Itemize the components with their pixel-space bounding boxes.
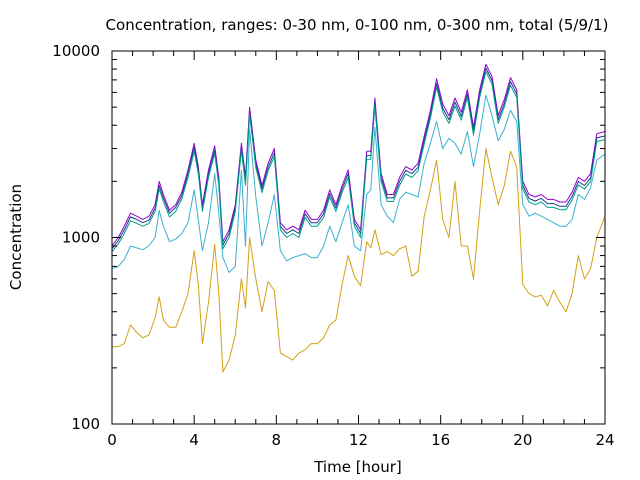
series-line-4 <box>111 94 606 273</box>
chart-title: Concentration, ranges: 0-30 nm, 0-100 nm… <box>106 16 609 34</box>
y-tick-label: 1000 <box>62 229 100 247</box>
y-axis-label: Concentration <box>7 184 25 290</box>
x-tick-label: 0 <box>107 431 117 449</box>
x-tick-label: 8 <box>272 431 282 449</box>
x-tick-label: 16 <box>431 431 450 449</box>
plot-series <box>111 63 606 373</box>
ticks <box>111 50 606 425</box>
y-tick-label: 100 <box>71 415 100 433</box>
series-line-5 <box>112 148 606 373</box>
y-tick-label: 10000 <box>52 42 100 60</box>
x-axis-label: Time [hour] <box>313 458 402 476</box>
series-line-1 <box>111 63 606 247</box>
x-tick-label: 20 <box>513 431 532 449</box>
x-tick-label: 12 <box>349 431 368 449</box>
plot-frame <box>111 50 606 425</box>
series-line-3 <box>111 71 606 252</box>
tick-labels: 0 4 8 12 16 20 24 100 1000 10000 <box>52 42 614 449</box>
x-tick-label: 4 <box>189 431 199 449</box>
x-tick-label: 24 <box>595 431 614 449</box>
series-line-2 <box>111 67 606 250</box>
